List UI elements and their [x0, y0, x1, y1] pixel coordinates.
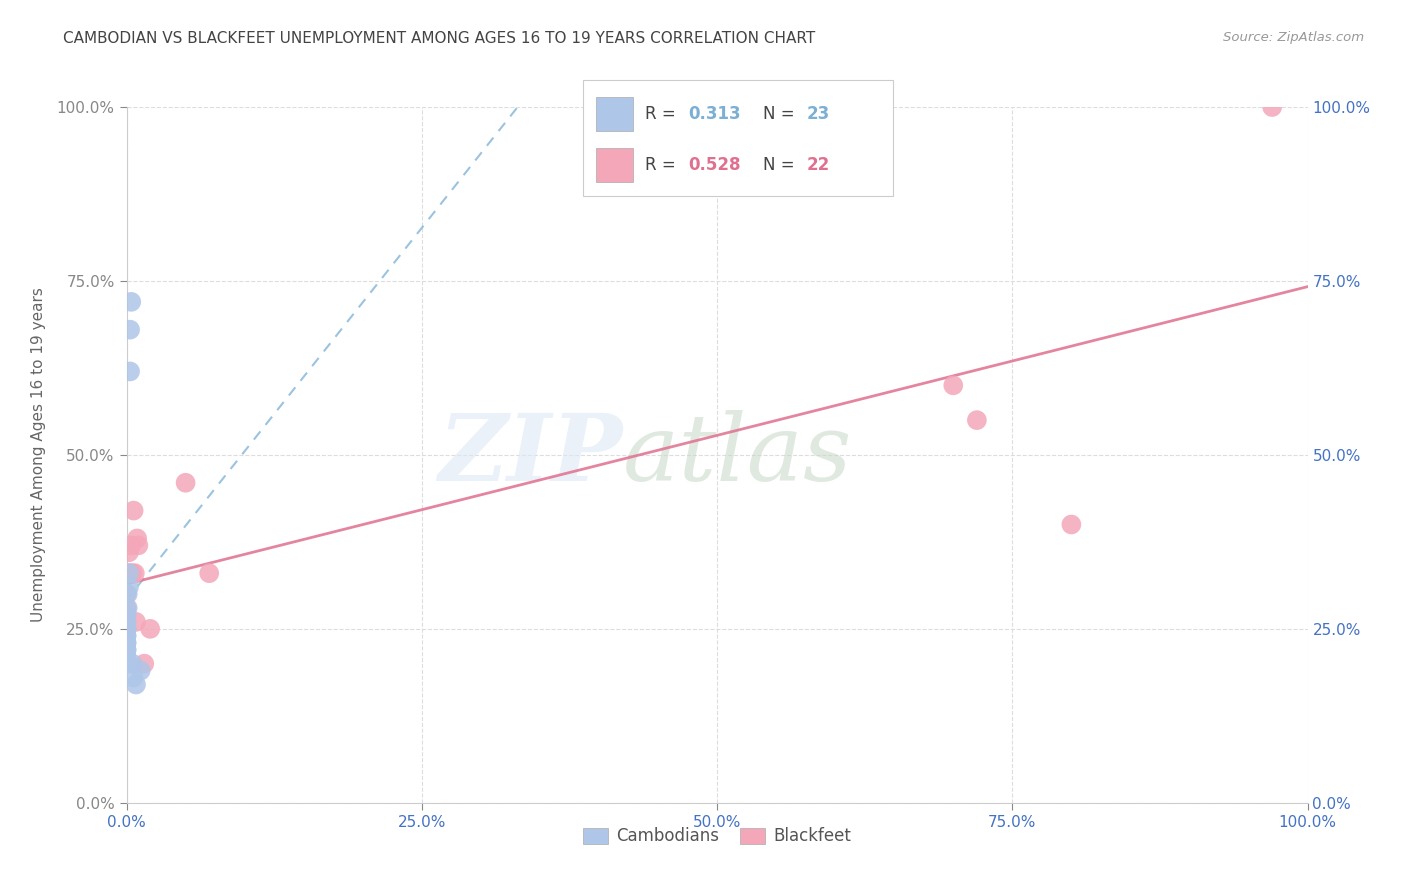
Point: [127, 538, 149, 552]
Point: [125, 677, 148, 691]
Text: N =: N =: [763, 156, 800, 174]
Point: [117, 566, 139, 581]
FancyBboxPatch shape: [596, 96, 633, 131]
Point: [115, 607, 138, 622]
Point: [134, 657, 156, 671]
Point: [117, 587, 139, 601]
Text: ZIP: ZIP: [439, 410, 623, 500]
FancyBboxPatch shape: [583, 80, 893, 196]
FancyBboxPatch shape: [596, 147, 633, 182]
Y-axis label: Unemployment Among Ages 16 to 19 years: Unemployment Among Ages 16 to 19 years: [31, 287, 45, 623]
Text: 23: 23: [806, 105, 830, 123]
Point: [124, 566, 146, 581]
Point: [115, 622, 138, 636]
Point: [121, 566, 143, 581]
Point: [115, 649, 138, 664]
Text: R =: R =: [645, 156, 682, 174]
Point: [115, 642, 138, 657]
Point: [115, 629, 138, 643]
Point: [115, 636, 138, 650]
Legend: Cambodians, Blackfeet: Cambodians, Blackfeet: [575, 819, 859, 854]
Point: [115, 601, 138, 615]
Point: [115, 622, 138, 636]
Point: [118, 580, 141, 594]
Point: [120, 294, 142, 309]
Point: [122, 503, 145, 517]
Point: [121, 657, 143, 671]
Point: [115, 629, 138, 643]
Point: [174, 475, 197, 490]
Point: [966, 413, 988, 427]
Text: CAMBODIAN VS BLACKFEET UNEMPLOYMENT AMONG AGES 16 TO 19 YEARS CORRELATION CHART: CAMBODIAN VS BLACKFEET UNEMPLOYMENT AMON…: [63, 31, 815, 46]
Point: [115, 607, 138, 622]
Point: [115, 657, 138, 671]
Text: Source: ZipAtlas.com: Source: ZipAtlas.com: [1223, 31, 1364, 45]
Point: [198, 566, 221, 581]
Point: [120, 323, 142, 337]
Point: [125, 615, 148, 629]
Point: [120, 566, 142, 581]
Point: [115, 622, 138, 636]
Point: [115, 587, 138, 601]
Text: 0.528: 0.528: [689, 156, 741, 174]
Point: [942, 378, 965, 392]
Point: [127, 532, 149, 546]
Point: [1060, 517, 1083, 532]
Point: [115, 642, 138, 657]
Text: 22: 22: [806, 156, 830, 174]
Text: N =: N =: [763, 105, 800, 123]
Point: [129, 664, 152, 678]
Point: [115, 636, 138, 650]
Text: atlas: atlas: [623, 410, 852, 500]
Point: [122, 671, 145, 685]
Point: [1261, 100, 1284, 114]
Point: [117, 601, 139, 615]
Point: [120, 538, 142, 552]
Point: [115, 615, 138, 629]
Point: [118, 566, 141, 581]
Point: [139, 622, 162, 636]
Point: [120, 364, 142, 378]
Point: [118, 545, 141, 559]
Text: 0.313: 0.313: [689, 105, 741, 123]
Text: R =: R =: [645, 105, 682, 123]
